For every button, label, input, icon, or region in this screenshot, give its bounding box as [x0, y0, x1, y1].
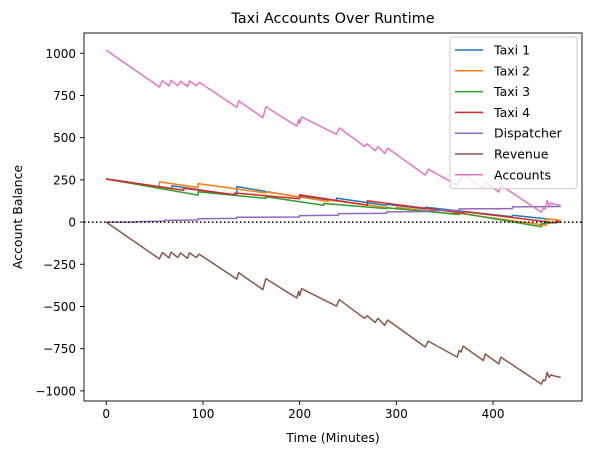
legend-label: Taxi 2 [493, 63, 530, 78]
series-line-1 [106, 178, 561, 227]
legend-label: Revenue [494, 147, 549, 162]
legend-label: Taxi 3 [493, 84, 530, 99]
x-axis-label: Time (Minutes) [285, 430, 380, 445]
x-tick-label: 300 [385, 407, 408, 421]
y-tick-label: −750 [43, 342, 76, 356]
y-axis-label: Account Balance [10, 165, 25, 270]
chart-title: Taxi Accounts Over Runtime [230, 11, 434, 27]
legend-label: Taxi 4 [493, 105, 530, 120]
y-tick-label: −250 [43, 258, 76, 272]
y-tick-label: 1000 [45, 47, 76, 61]
series-line-6 [105, 49, 561, 214]
legend-box [449, 36, 578, 190]
y-tick-label: 250 [53, 173, 76, 187]
series-layer [105, 49, 561, 385]
x-ticks: 0 100 200 300 400 [102, 401, 504, 421]
x-tick-label: 0 [102, 407, 110, 421]
plot-frame [83, 32, 583, 402]
legend-label: Taxi 1 [493, 43, 530, 58]
y-tick-label: 500 [53, 131, 76, 145]
x-tick-label: 100 [191, 407, 214, 421]
y-tick-label: −500 [43, 300, 76, 314]
series-line-4 [106, 205, 561, 223]
y-tick-label: −1000 [35, 384, 76, 398]
legend-label: Accounts [494, 167, 551, 182]
y-ticks: −1000 −750 −500 −250 0 250 500 750 1000 [35, 47, 84, 398]
x-tick-label: 400 [482, 407, 505, 421]
series-line-3 [106, 178, 561, 224]
x-tick-label: 200 [288, 407, 311, 421]
y-tick-label: 0 [68, 216, 76, 230]
legend: Taxi 1 Taxi 2 Taxi 3 Taxi 4 Dispatcher Revenu… [449, 36, 578, 190]
series-line-2 [106, 178, 561, 228]
y-tick-label: 750 [53, 89, 76, 103]
legend-label: Dispatcher [494, 126, 563, 141]
series-line-5 [105, 221, 561, 385]
